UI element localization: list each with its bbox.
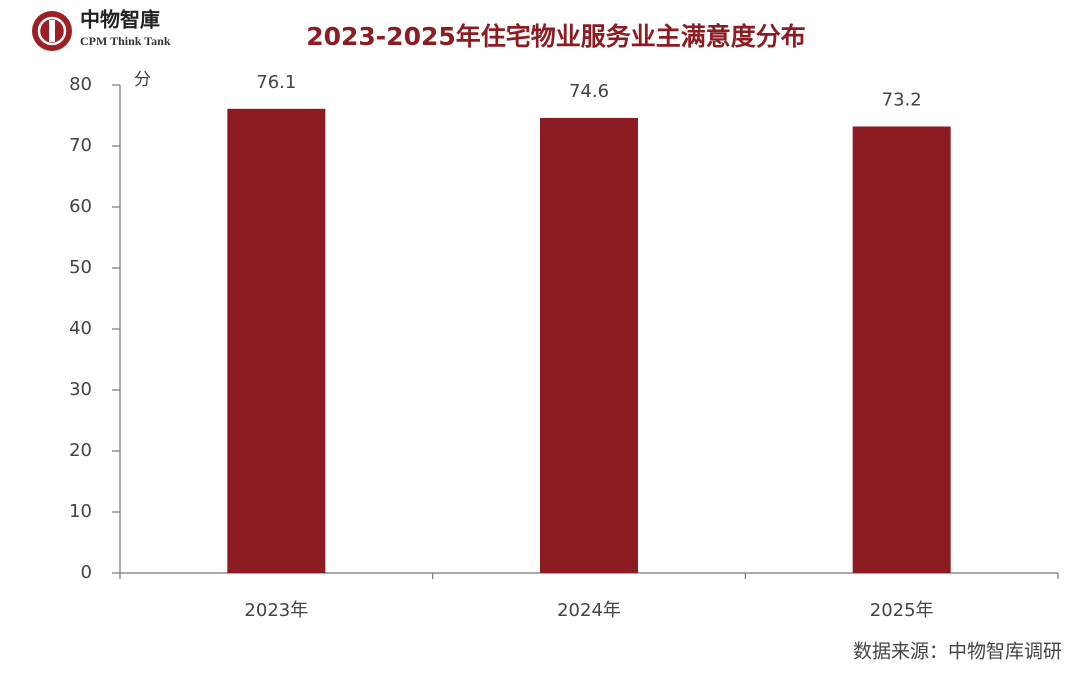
logo-subtitle: CPM Think Tank: [80, 34, 171, 48]
x-tick-label: 2023年: [244, 600, 308, 621]
y-tick-label: 70: [69, 135, 92, 156]
bar: [227, 108, 326, 573]
y-tick-label: 20: [69, 440, 92, 461]
data-label: 73.2: [882, 89, 922, 110]
bar: [852, 126, 951, 573]
y-unit: 分: [134, 70, 151, 90]
chart-title: 2023-2025年住宅物业服务业主满意度分布: [306, 22, 806, 51]
source-note: 数据来源：中物智库调研: [853, 641, 1062, 663]
y-tick-label: 60: [69, 196, 92, 217]
logo-text: 中物智庫: [80, 8, 160, 32]
logo-icon-bar: [49, 20, 55, 42]
x-tick-label: 2024年: [557, 600, 621, 621]
y-tick-label: 30: [69, 379, 92, 400]
y-tick-label: 10: [69, 501, 92, 522]
y-tick-label: 0: [81, 562, 92, 583]
y-tick-label: 40: [69, 318, 92, 339]
bar: [540, 117, 638, 573]
data-label: 76.1: [256, 72, 296, 93]
data-label: 74.6: [569, 81, 609, 102]
y-tick-label: 50: [69, 257, 92, 278]
x-tick-label: 2025年: [870, 600, 934, 621]
logo-icon-ring: [37, 16, 67, 46]
y-tick-label: 80: [69, 74, 92, 95]
